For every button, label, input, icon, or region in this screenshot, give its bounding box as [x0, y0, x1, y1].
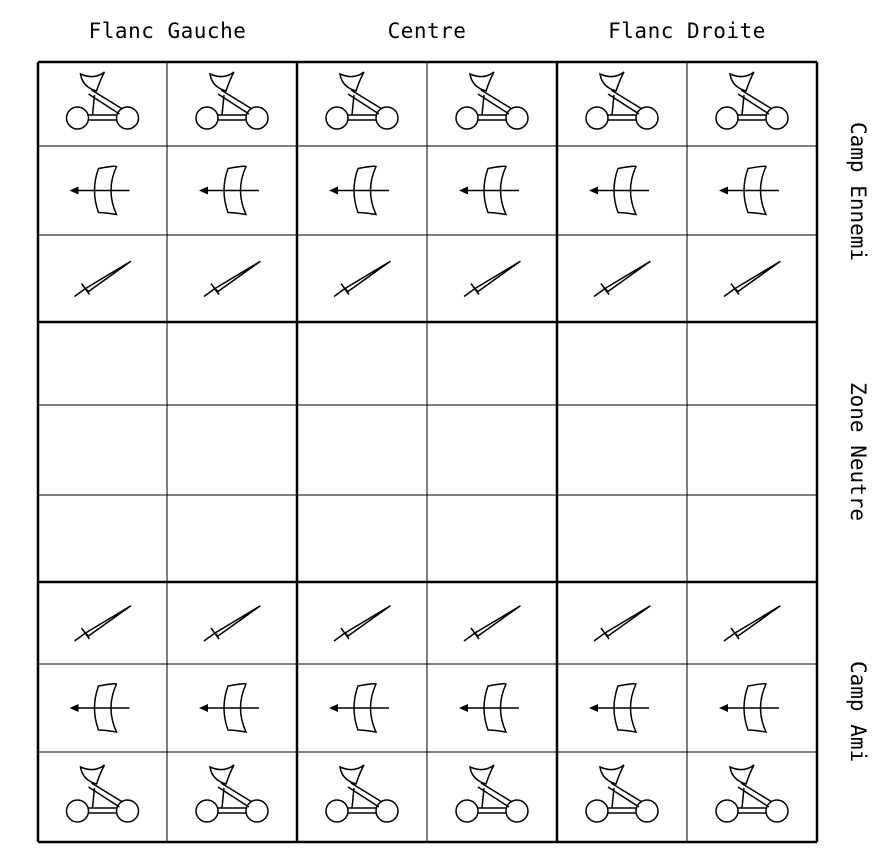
board-cell-r9-c6[interactable] [687, 752, 817, 842]
board-cell-r5-c4[interactable] [427, 405, 557, 495]
board-cell-r4-c2[interactable] [167, 322, 297, 405]
row-label-friendly-camp: Camp Ami [846, 661, 870, 763]
board-cell-r6-c6[interactable] [687, 495, 817, 582]
board-cell-r6-c1[interactable] [38, 495, 167, 582]
board-cell-r9-c2[interactable] [167, 752, 297, 842]
board-cell-r5-c3[interactable] [297, 405, 427, 495]
board-cell-r9-c1[interactable] [38, 752, 167, 842]
board-cell-r5-c2[interactable] [167, 405, 297, 495]
board-cell-r9-c4[interactable] [427, 752, 557, 842]
column-header-right-flank: Flanc Droite [608, 19, 766, 43]
board-cell-r6-c2[interactable] [167, 495, 297, 582]
board-cell-r9-c3[interactable] [297, 752, 427, 842]
board-cell-r4-c1[interactable] [38, 322, 167, 405]
board-cell-r4-c6[interactable] [687, 322, 817, 405]
column-header-center: Centre [387, 19, 467, 43]
column-header-left-flank: Flanc Gauche [88, 19, 247, 43]
board-cell-r4-c5[interactable] [557, 322, 687, 405]
board-cell-r9-c5[interactable] [557, 752, 687, 842]
board-cell-r5-c6[interactable] [687, 405, 817, 495]
row-label-enemy-camp: Camp Ennemi [846, 122, 870, 262]
board-cell-r6-c4[interactable] [427, 495, 557, 582]
board-cell-r6-c5[interactable] [557, 495, 687, 582]
board-cell-r4-c4[interactable] [427, 322, 557, 405]
row-label-neutral-zone: Zone Neutre [846, 382, 870, 522]
board-cell-r6-c3[interactable] [297, 495, 427, 582]
board-cell-r5-c1[interactable] [38, 405, 167, 495]
board-cell-r4-c3[interactable] [297, 322, 427, 405]
board-cell-r5-c5[interactable] [557, 405, 687, 495]
